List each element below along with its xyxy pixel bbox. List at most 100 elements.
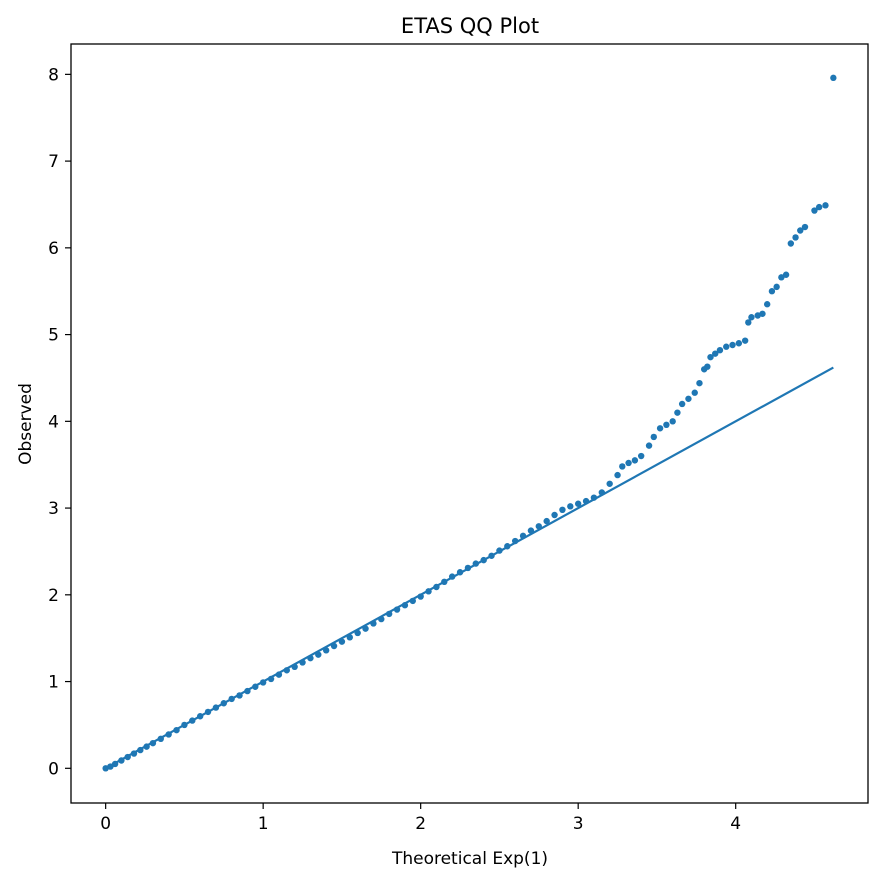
data-point (173, 726, 180, 734)
data-point (748, 314, 755, 321)
data-point (143, 743, 150, 750)
data-point (299, 659, 306, 666)
data-point (417, 593, 424, 600)
data-point (797, 227, 804, 234)
data-point (712, 350, 719, 357)
data-point (811, 207, 818, 214)
data-point (378, 615, 385, 623)
data-point (590, 494, 598, 501)
data-point (456, 569, 464, 576)
data-point (527, 527, 535, 534)
data-point (149, 739, 157, 747)
data-point (472, 560, 479, 567)
y-tick-label: 7 (48, 152, 59, 172)
data-point (723, 343, 730, 350)
x-axis-label: Theoretical Exp(1) (391, 849, 548, 869)
data-point (393, 606, 401, 613)
data-point (283, 667, 290, 674)
data-point (118, 757, 125, 764)
chart-title: ETAS QQ Plot (401, 14, 539, 38)
data-point (252, 683, 259, 690)
data-point (822, 202, 829, 209)
data-point (567, 503, 574, 510)
data-point (745, 319, 752, 326)
data-point (107, 763, 114, 770)
data-point (707, 353, 714, 361)
data-point (619, 463, 626, 470)
data-point (519, 532, 527, 540)
data-point (425, 588, 432, 595)
y-tick-label: 3 (48, 499, 59, 519)
data-point (338, 638, 346, 645)
x-tick-label: 2 (415, 814, 426, 834)
data-point (559, 506, 566, 514)
data-point (212, 704, 220, 711)
data-point (511, 537, 519, 545)
data-point (663, 421, 670, 428)
data-point (448, 573, 456, 580)
data-point (768, 288, 776, 295)
data-point (362, 625, 369, 632)
data-point (815, 203, 823, 211)
data-point (504, 543, 511, 550)
data-point (204, 708, 212, 716)
y-tick-label: 6 (48, 239, 59, 259)
data-point (137, 746, 144, 754)
data-point (741, 337, 749, 344)
data-point (165, 731, 172, 738)
y-tick-label: 8 (48, 65, 59, 85)
data-point (385, 610, 393, 618)
data-point (543, 517, 550, 525)
data-point (691, 389, 698, 396)
data-point (787, 240, 795, 247)
data-point (315, 651, 322, 658)
data-point (244, 687, 251, 695)
axis-ticks: 0 1 2 3 4 0 1 2 3 4 5 6 7 8 (48, 65, 741, 834)
data-point (606, 480, 613, 487)
data-point (354, 629, 361, 637)
data-point (598, 489, 606, 496)
data-point (488, 552, 495, 559)
data-point (614, 471, 621, 479)
data-point (291, 663, 298, 671)
data-point (441, 578, 448, 586)
data-point (735, 340, 743, 347)
data-point (275, 671, 283, 678)
data-point (267, 675, 275, 683)
data-point (370, 620, 377, 627)
y-tick-label: 0 (48, 759, 59, 779)
data-point (674, 409, 681, 416)
data-point (645, 442, 653, 449)
data-point (433, 583, 440, 591)
y-axis-label: Observed (16, 383, 36, 465)
data-point (625, 459, 632, 467)
x-tick-label: 1 (258, 814, 269, 834)
y-tick-label: 5 (48, 326, 59, 346)
data-point (637, 452, 645, 460)
x-tick-label: 4 (730, 814, 741, 834)
data-point (574, 500, 582, 507)
data-point (480, 556, 487, 564)
data-point (792, 234, 799, 241)
data-point (582, 497, 590, 505)
data-point (716, 347, 724, 354)
data-point (464, 564, 472, 572)
data-point (259, 679, 267, 686)
data-point (729, 341, 736, 349)
data-point (773, 283, 780, 291)
y-tick-label: 4 (48, 412, 59, 432)
data-point (759, 310, 766, 317)
data-point (236, 692, 243, 699)
data-point (696, 379, 703, 387)
data-point (322, 647, 330, 654)
plot-area (102, 74, 837, 772)
y-tick-label: 2 (48, 586, 59, 606)
data-point (669, 418, 676, 425)
data-point (782, 271, 790, 278)
data-point (228, 695, 235, 703)
data-point (409, 597, 416, 605)
plot-frame (70, 43, 869, 804)
data-point (189, 717, 196, 724)
data-point (830, 74, 837, 82)
